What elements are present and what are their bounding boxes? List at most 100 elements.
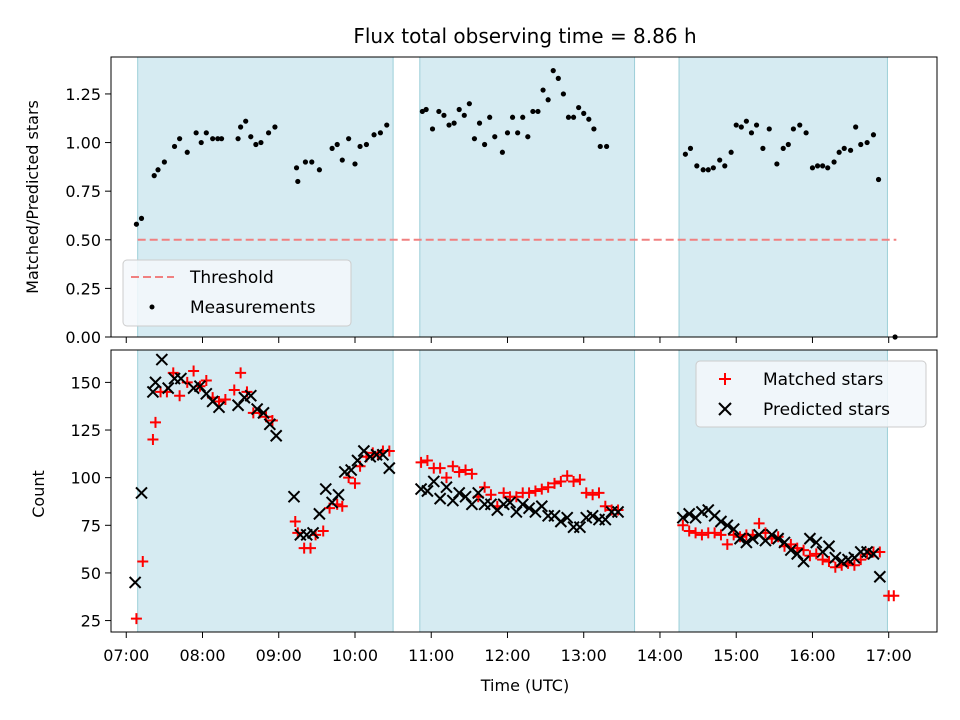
observing-window: [678, 56, 888, 338]
x-axis-label: Time (UTC): [480, 676, 569, 695]
x-tick-label: 13:00: [561, 646, 607, 665]
matched-star-point: [415, 456, 427, 468]
measurement-point: [560, 91, 566, 97]
matched-star-point: [317, 525, 329, 537]
measurement-point: [243, 118, 249, 124]
predicted-star-point: [522, 501, 536, 515]
predicted-star-point: [319, 482, 332, 496]
measurement-point: [530, 108, 536, 115]
matched-star-point: [536, 483, 548, 495]
measurement-point: [461, 112, 467, 118]
matched-star-point: [753, 517, 765, 529]
ratio-y-axis-label: Matched/Predicted stars: [23, 100, 42, 294]
measurement-point: [525, 134, 531, 140]
measurement-point: [295, 178, 301, 185]
measurement-point: [253, 141, 259, 148]
matched-star-point: [466, 468, 478, 480]
matched-star-point: [447, 460, 459, 472]
measurement-point: [504, 130, 511, 136]
y-tick-label: 150: [70, 373, 101, 392]
measurement-point: [774, 161, 780, 167]
matched-star-point: [696, 529, 708, 541]
measurements-legend-marker: [149, 304, 155, 310]
measurements-legend-label: Measurements: [190, 298, 316, 318]
measurement-point: [161, 159, 167, 165]
count-panel-frame: [110, 349, 938, 633]
predicted-star-point: [829, 551, 842, 564]
measurement-point: [423, 106, 429, 113]
ratio-legend-box: [122, 259, 352, 327]
measurement-point: [371, 132, 377, 138]
measurement-point: [520, 114, 526, 120]
predicted-star-point: [257, 406, 270, 420]
y-tick-label: 25: [81, 612, 101, 631]
x-tick-label: 12:00: [484, 646, 530, 665]
measurement-point: [836, 149, 842, 155]
measurement-point: [847, 147, 854, 153]
measurement-point: [864, 139, 870, 146]
measurement-point: [155, 167, 161, 173]
measurement-point: [235, 136, 241, 142]
predicted-star-point: [822, 540, 836, 553]
matched-star-point: [349, 477, 361, 489]
measurement-point: [309, 159, 315, 165]
matched-star-point: [289, 515, 301, 527]
measurement-point: [570, 114, 577, 120]
threshold-legend-label: Threshold: [189, 268, 274, 288]
y-tick-label: 1.25: [65, 85, 101, 104]
matched-star-point: [593, 487, 605, 499]
matched-star-point: [690, 527, 702, 539]
measurement-point: [581, 110, 587, 116]
predicted-star-point: [573, 520, 587, 534]
matched-star-point: [677, 519, 689, 531]
predicted-star-point: [554, 515, 568, 528]
matched-star-point: [200, 374, 212, 386]
x-tick-label: 08:00: [179, 646, 225, 665]
observing-window: [419, 56, 636, 338]
measurement-point: [302, 159, 309, 165]
matched-star-point: [498, 487, 510, 499]
measurement-point: [215, 136, 221, 142]
count-panel: 25 50 75 100 125 150 07:00 08:00 09:00 10:00 11:0…: [29, 349, 938, 695]
matched-star-point: [715, 529, 727, 541]
predicted-star-point: [797, 555, 810, 568]
measurement-point: [466, 101, 472, 107]
measurement-point: [797, 122, 803, 128]
predicted-star-point: [611, 505, 625, 519]
measurement-point: [441, 112, 447, 118]
measurement-point: [790, 126, 797, 132]
matched-star-point: [587, 489, 599, 501]
matched-star-point: [336, 500, 348, 512]
x-tick-label: 10:00: [332, 646, 378, 665]
measurement-point: [248, 134, 254, 140]
matched-star-point: [130, 613, 142, 625]
predicted-star-point: [465, 498, 479, 511]
measurement-point: [722, 163, 728, 169]
predicted-star-point: [440, 480, 453, 494]
measurement-point: [717, 157, 723, 163]
matched-star-point: [804, 550, 816, 562]
measurement-point: [831, 159, 837, 165]
measurement-point: [210, 136, 216, 142]
predicted-star-point: [263, 418, 277, 431]
ratio-legend: Threshold Measurements: [122, 259, 352, 327]
matched-star-point: [817, 554, 829, 566]
matched-star-point: [555, 475, 567, 487]
measurement-point: [171, 143, 178, 150]
y-tick-label: 75: [81, 516, 101, 535]
predicted-star-point: [516, 498, 529, 511]
matched-star-point: [149, 416, 161, 428]
chart-title: Flux total observing time = 8.86 h: [353, 24, 696, 48]
measurement-point: [766, 126, 772, 132]
measurement-point: [476, 120, 483, 126]
predicted-star-point: [135, 486, 148, 500]
measurement-point: [814, 163, 821, 169]
measurement-point: [471, 136, 478, 142]
matched-star-point: [709, 527, 721, 539]
measurement-point: [133, 221, 140, 227]
matched-star-point: [440, 472, 452, 484]
predicted-star-point: [306, 526, 320, 540]
y-tick-label: 125: [70, 421, 101, 440]
measurement-point: [446, 122, 452, 128]
